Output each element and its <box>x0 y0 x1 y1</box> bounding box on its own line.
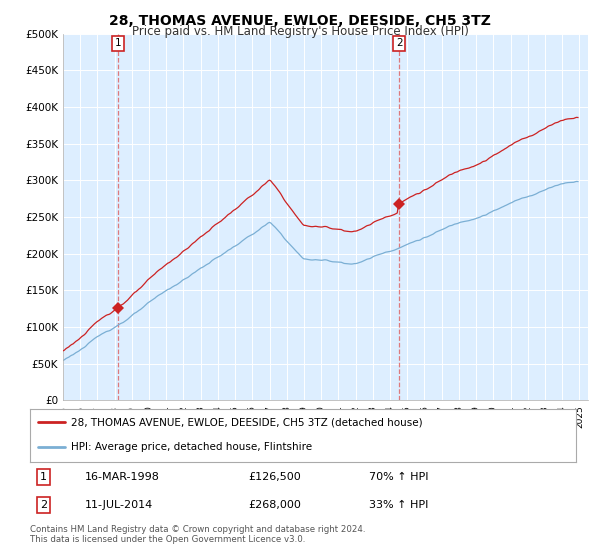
Text: £126,500: £126,500 <box>248 472 301 482</box>
Text: 2: 2 <box>40 500 47 510</box>
Text: 28, THOMAS AVENUE, EWLOE, DEESIDE, CH5 3TZ (detached house): 28, THOMAS AVENUE, EWLOE, DEESIDE, CH5 3… <box>71 417 422 427</box>
Text: 1: 1 <box>115 38 122 48</box>
Text: £268,000: £268,000 <box>248 500 301 510</box>
Text: 33% ↑ HPI: 33% ↑ HPI <box>368 500 428 510</box>
Text: Contains HM Land Registry data © Crown copyright and database right 2024.: Contains HM Land Registry data © Crown c… <box>30 525 365 534</box>
Text: This data is licensed under the Open Government Licence v3.0.: This data is licensed under the Open Gov… <box>30 535 305 544</box>
Text: 11-JUL-2014: 11-JUL-2014 <box>85 500 153 510</box>
Text: 1: 1 <box>40 472 47 482</box>
Text: Price paid vs. HM Land Registry's House Price Index (HPI): Price paid vs. HM Land Registry's House … <box>131 25 469 38</box>
Text: 70% ↑ HPI: 70% ↑ HPI <box>368 472 428 482</box>
Text: 16-MAR-1998: 16-MAR-1998 <box>85 472 160 482</box>
Text: 2: 2 <box>396 38 403 48</box>
Text: HPI: Average price, detached house, Flintshire: HPI: Average price, detached house, Flin… <box>71 442 312 452</box>
Text: 28, THOMAS AVENUE, EWLOE, DEESIDE, CH5 3TZ: 28, THOMAS AVENUE, EWLOE, DEESIDE, CH5 3… <box>109 14 491 28</box>
